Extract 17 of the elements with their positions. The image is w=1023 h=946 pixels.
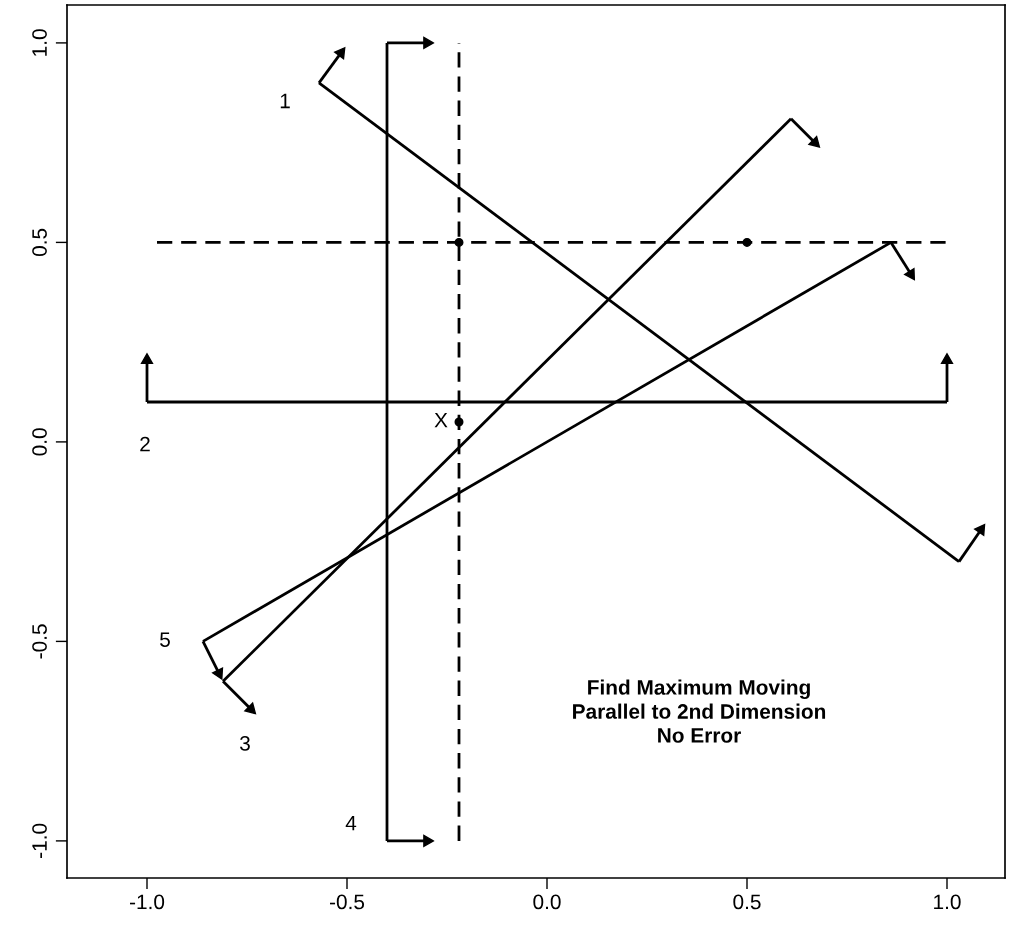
- x-tick-label: 0.0: [533, 894, 561, 910]
- y-tick-label: 0.0: [32, 428, 47, 456]
- y-tick-label: 0.5: [32, 228, 47, 257]
- x-tick-label: 0.5: [733, 894, 761, 910]
- annotation: 1: [280, 93, 290, 109]
- annotation: 5: [160, 632, 170, 647]
- y-tick-label: -1.0: [32, 823, 47, 858]
- y-tick-label: -0.5: [32, 624, 47, 659]
- x-tick-label: -0.5: [329, 894, 365, 910]
- y-tick-label: 1.0: [32, 29, 47, 56]
- annotation: X: [434, 413, 448, 428]
- annotation: 3: [240, 735, 250, 751]
- annotation: 2: [140, 436, 150, 452]
- x-tick-label: 1.0: [934, 894, 961, 910]
- annotation: Find Maximum Moving Parallel to 2nd Dimension No Error: [573, 679, 826, 743]
- annotation: 4: [345, 815, 357, 831]
- x-tick-label: -1.0: [129, 894, 165, 910]
